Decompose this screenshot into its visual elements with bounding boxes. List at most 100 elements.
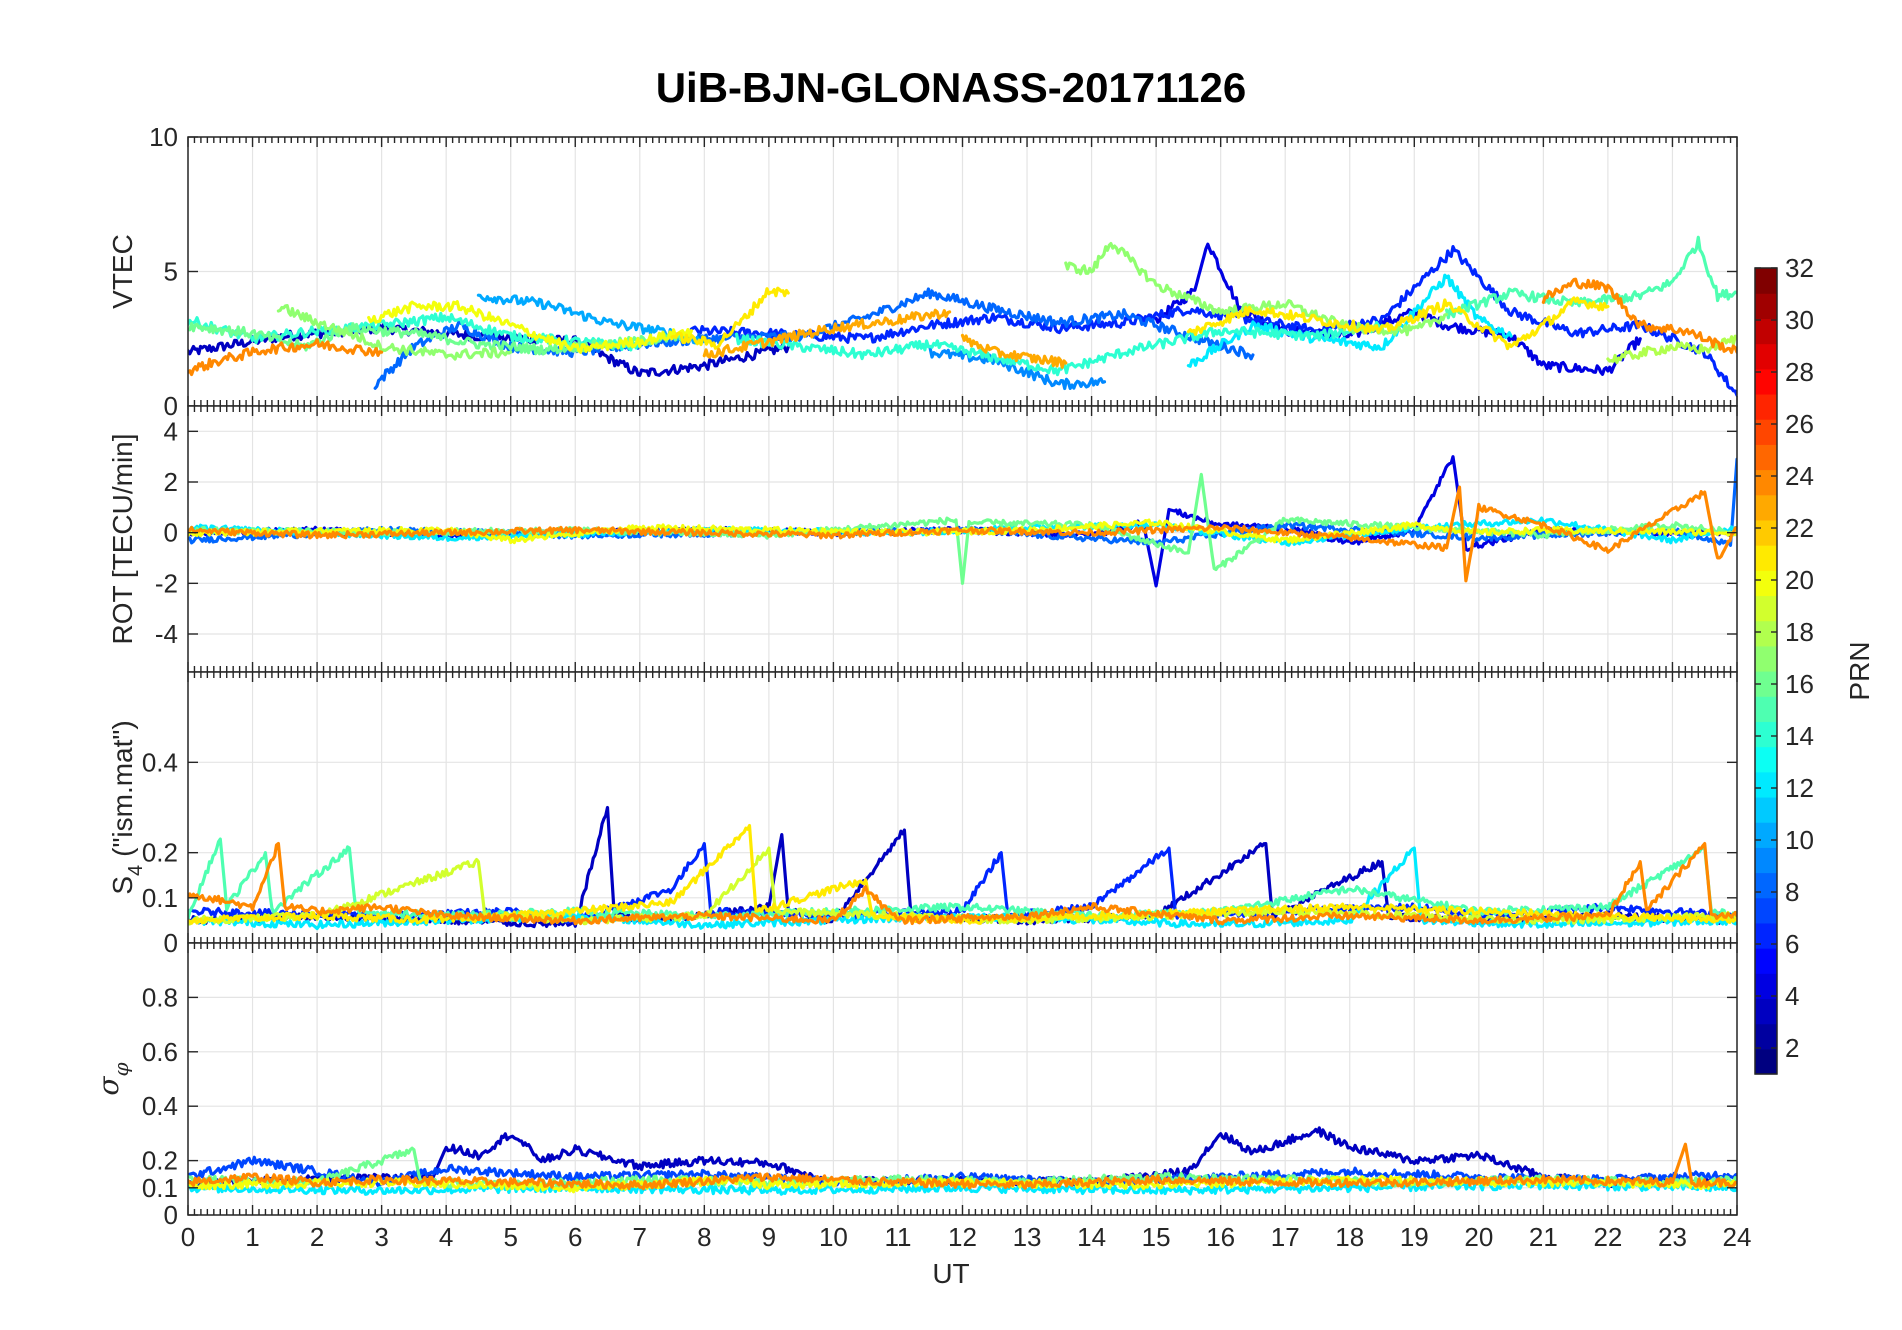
y-tick-label: -2: [155, 568, 178, 598]
colorbar-band: [1755, 645, 1777, 672]
x-tick-label: 13: [1013, 1222, 1042, 1252]
series-prn-17: [1064, 242, 1449, 337]
y-axis-label-rot: ROT [TECU/min]: [107, 433, 138, 644]
y-tick-label: 0: [164, 1200, 178, 1230]
colorbar-band: [1755, 293, 1777, 319]
y-tick-label: 0.4: [142, 747, 178, 777]
colorbar-tick-label: 10: [1785, 825, 1814, 855]
colorbar-band: [1755, 746, 1777, 773]
series-prn-24: [188, 841, 1737, 926]
series-prn-3: [188, 1126, 1737, 1189]
x-tick-label: 8: [697, 1222, 711, 1252]
x-tick-label: 6: [568, 1222, 582, 1252]
colorbar-band: [1755, 671, 1777, 697]
y-axis-label-s4: S4("ism.mat"): [107, 720, 147, 894]
panel-vtec: 0 5 10 VTEC: [107, 122, 1738, 421]
y-tick-label: 0: [164, 928, 178, 958]
series-prn-17: [276, 304, 513, 361]
colorbar-band: [1755, 897, 1777, 924]
y-tick-label: 0.2: [142, 1146, 178, 1176]
colorbar-band: [1755, 872, 1777, 899]
panel-sigma: 00.10.2 0.4 0.6 0.8 σφ: [92, 942, 1738, 1230]
colorbar-band: [1755, 469, 1777, 496]
colorbar-tick-label: 16: [1785, 669, 1814, 699]
colorbar-band: [1755, 1048, 1777, 1075]
colorbar-tick-label: 12: [1785, 773, 1814, 803]
panel-s4: 0 0.1 0.2 0.4S4("ism.mat"): [107, 671, 1738, 958]
colorbar-tick-label: 30: [1785, 305, 1814, 335]
colorbar-band: [1755, 998, 1777, 1025]
x-tick-label: 23: [1658, 1222, 1687, 1252]
colorbar-tick-label: 26: [1785, 409, 1814, 439]
colorbar-tick-label: 28: [1785, 357, 1814, 387]
colorbar-tick-label: 22: [1785, 513, 1814, 543]
colorbar-tick-label: 18: [1785, 617, 1814, 647]
x-tick-label: 17: [1271, 1222, 1300, 1252]
series-prn-24: [1541, 277, 1737, 354]
colorbar-band: [1755, 620, 1777, 647]
colorbar-band: [1755, 519, 1777, 546]
x-tick-label: 12: [948, 1222, 977, 1252]
series-prn-24: [188, 1142, 1737, 1191]
colorbar-band: [1755, 545, 1777, 571]
series-prn-4: [1154, 242, 1642, 376]
y-tick-label: 2: [164, 467, 178, 497]
series-prn-21: [1186, 296, 1610, 351]
x-tick-label: 16: [1206, 1222, 1235, 1252]
colorbar-tick-label: 4: [1785, 981, 1799, 1011]
series-prn-23: [960, 333, 1068, 369]
x-tick-label: 2: [310, 1222, 324, 1252]
colorbar-band: [1755, 318, 1777, 345]
colorbar-band: [1755, 368, 1777, 395]
chart-title: UiB-BJN-GLONASS-20171126: [656, 64, 1247, 111]
panel-sigma-series: [188, 1126, 1737, 1196]
colorbar-tick-label: 32: [1785, 253, 1814, 283]
y-tick-label: 10: [149, 122, 178, 152]
x-tick-label: 0: [181, 1222, 195, 1252]
x-tick-label: 5: [503, 1222, 517, 1252]
x-tick-label: 10: [819, 1222, 848, 1252]
x-tick-label: 15: [1142, 1222, 1171, 1252]
x-tick-label: 20: [1464, 1222, 1493, 1252]
colorbar-band: [1755, 721, 1777, 748]
y-tick-label: 0.1: [142, 1173, 178, 1203]
colorbar-frame: [1754, 267, 1778, 1075]
x-tick-label: 7: [633, 1222, 647, 1252]
y-tick-label: -4: [155, 619, 178, 649]
colorbar-band: [1755, 796, 1777, 823]
colorbar-band: [1755, 595, 1777, 622]
x-tick-label: 9: [762, 1222, 776, 1252]
colorbar-band: [1755, 847, 1777, 874]
colorbar-label: PRN: [1844, 641, 1875, 700]
x-tick-label: 19: [1400, 1222, 1429, 1252]
y-tick-label: 0.8: [142, 982, 178, 1012]
y-tick-label: 0.6: [142, 1037, 178, 1067]
x-tick-label: 4: [439, 1222, 453, 1252]
colorbar-tick-label: 14: [1785, 721, 1814, 751]
x-tick-label: 18: [1335, 1222, 1364, 1252]
colorbar-band: [1755, 973, 1777, 1000]
series-prn-21: [670, 286, 790, 350]
panel-vtec-series: [188, 235, 1737, 397]
y-tick-label: 0.1: [142, 883, 178, 913]
series-prn-15: [1444, 235, 1737, 320]
series-prn-14: [734, 320, 1384, 377]
colorbar-band: [1755, 393, 1777, 420]
x-tick-label: 24: [1723, 1222, 1752, 1252]
x-tick-label: 3: [374, 1222, 388, 1252]
colorbar-tick-label: 6: [1785, 929, 1799, 959]
y-axis-label-vtec: VTEC: [107, 234, 138, 309]
panel-rot: -4 -2 0 2 4 ROT [TECU/min]: [107, 405, 1738, 673]
y-tick-label: 0: [164, 518, 178, 548]
colorbar-band: [1755, 419, 1777, 445]
y-tick-label: 4: [164, 416, 178, 446]
colorbar-band: [1755, 343, 1777, 370]
colorbar-band: [1755, 444, 1777, 471]
colorbar-tick-label: 2: [1785, 1033, 1799, 1063]
y-tick-label: 5: [164, 257, 178, 287]
series-prn-24: [188, 485, 1737, 583]
colorbar-band: [1755, 1023, 1777, 1050]
